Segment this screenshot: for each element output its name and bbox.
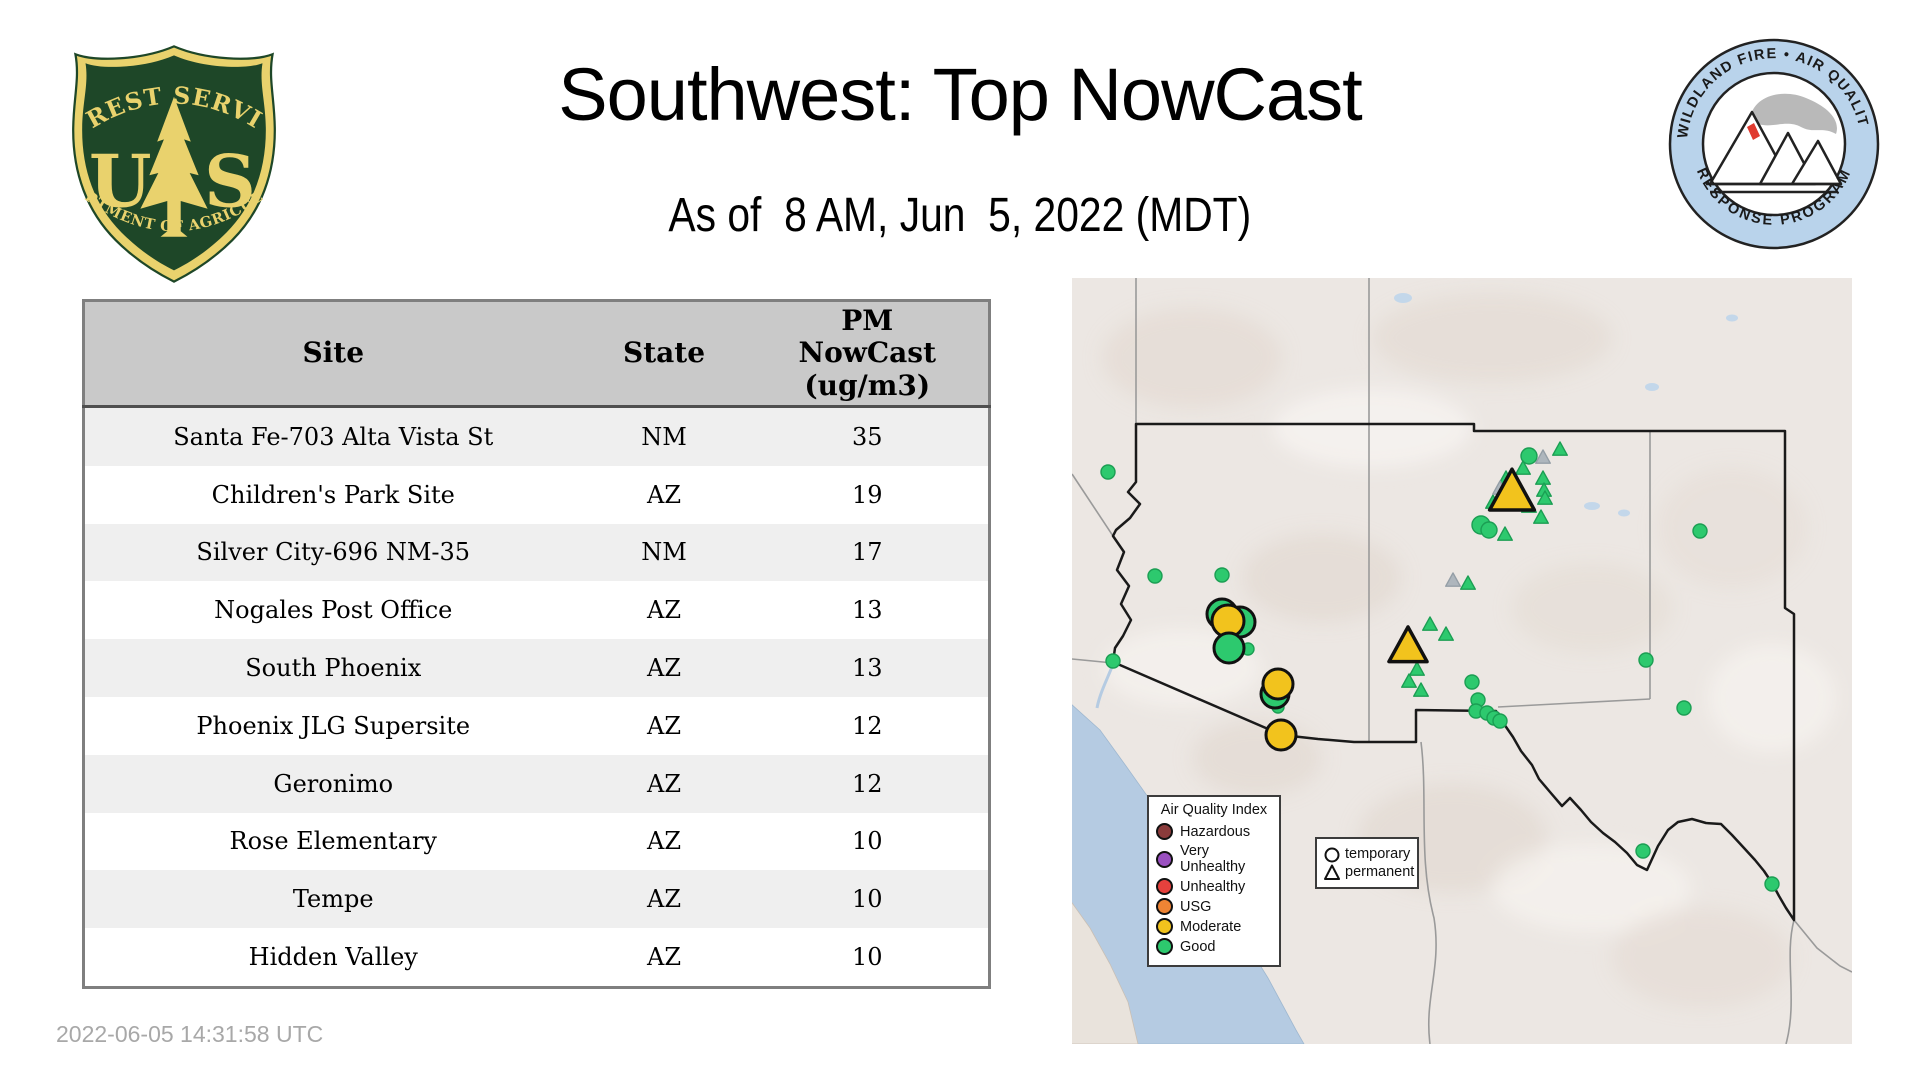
map-marker-triangle-good bbox=[1438, 626, 1454, 641]
map-marker-circle-good bbox=[1492, 713, 1508, 729]
legend-item: Moderate bbox=[1156, 918, 1272, 935]
map-marker-circle-good bbox=[1464, 674, 1480, 690]
table-body: Santa Fe-703 Alta Vista St NM 35 Children's… bbox=[83, 406, 990, 988]
aqi-color-dot bbox=[1156, 850, 1173, 868]
table-row: Geronimo AZ 12 bbox=[83, 754, 990, 813]
legend-item: Hazardous bbox=[1156, 823, 1272, 840]
map-markers bbox=[1100, 441, 1780, 892]
aqi-color-dot bbox=[1156, 898, 1173, 915]
temporary-permanent-legend: temporary permanent bbox=[1315, 837, 1419, 889]
lakes bbox=[1394, 293, 1738, 517]
map-marker-circle-moderate bbox=[1261, 667, 1295, 701]
page-subtitle: As of 8 AM, Jun 5, 2022 (MDT) bbox=[668, 189, 1252, 242]
legend-item: Good bbox=[1156, 938, 1272, 955]
map-marker-circle-good bbox=[1676, 700, 1692, 716]
table-row: Phoenix JLG Supersite AZ 12 bbox=[83, 696, 990, 755]
table-row: Tempe AZ 10 bbox=[83, 870, 990, 929]
table-row: Silver City-696 NM-35 NM 17 bbox=[83, 523, 990, 582]
legend-item: temporary bbox=[1323, 845, 1411, 863]
map-marker-circle-good bbox=[1100, 464, 1116, 480]
table-header-row: Site State PM NowCast (ug/m3) bbox=[83, 300, 990, 408]
air-quality-map: Air Quality Index Hazardous Very Unhealth… bbox=[1072, 278, 1852, 1044]
aqi-color-dot bbox=[1156, 823, 1173, 840]
map-marker-triangle-good bbox=[1537, 490, 1553, 505]
map-marker-circle-good bbox=[1764, 876, 1780, 892]
column-header-pm-nowcast: PM NowCast (ug/m3) bbox=[746, 300, 990, 408]
wfaqrp-logo: WILDLAND FIRE • AIR QUALITY RESPONSE PRO… bbox=[1664, 34, 1880, 250]
state-borders bbox=[1072, 278, 1852, 1044]
aqi-legend-title: Air Quality Index bbox=[1160, 802, 1268, 818]
map-marker-triangle-good bbox=[1413, 682, 1429, 697]
aqi-color-dot bbox=[1156, 918, 1173, 935]
usfs-logo: FOREST SERVICE DEPARTMENT OF AGRICULTURE… bbox=[62, 40, 276, 283]
map-marker-circle-good bbox=[1638, 652, 1654, 668]
column-header-site: Site bbox=[83, 300, 582, 408]
map-marker-triangle-good bbox=[1401, 673, 1417, 688]
map-marker-circle-good bbox=[1212, 631, 1246, 665]
aqi-color-dot bbox=[1156, 878, 1173, 895]
map-marker-triangle-inactive bbox=[1445, 572, 1461, 587]
pine-tree-icon bbox=[140, 96, 208, 237]
column-header-state: State bbox=[581, 300, 747, 408]
map-marker-triangle-moderate bbox=[1487, 467, 1537, 512]
render-timestamp: 2022-06-05 14:31:58 UTC bbox=[56, 1021, 324, 1047]
legend-item: USG bbox=[1156, 898, 1272, 915]
map-marker-circle-good bbox=[1105, 653, 1121, 669]
map-marker-triangle-good bbox=[1515, 460, 1531, 475]
map-marker-circle-good bbox=[1147, 568, 1163, 584]
map-marker-triangle-good bbox=[1409, 661, 1425, 676]
map-marker-triangle-good bbox=[1422, 616, 1438, 631]
usfs-letter-s: S bbox=[204, 140, 256, 224]
map-marker-triangle-good bbox=[1460, 575, 1476, 590]
table-row: Nogales Post Office AZ 13 bbox=[83, 581, 990, 640]
map-marker-circle-good bbox=[1635, 843, 1651, 859]
map-marker-triangle-good bbox=[1533, 509, 1549, 524]
legend-item: Unhealthy bbox=[1156, 878, 1272, 895]
map-marker-triangle-inactive bbox=[1535, 449, 1551, 464]
table-row: Children's Park Site AZ 19 bbox=[83, 465, 990, 524]
flame-icon bbox=[1747, 123, 1760, 140]
map-marker-triangle-good bbox=[1552, 441, 1568, 456]
page-title: Southwest: Top NowCast bbox=[558, 53, 1362, 136]
aqi-legend-items: Hazardous Very Unhealthy Unhealthy USG Moder… bbox=[1156, 823, 1272, 955]
aqi-color-dot bbox=[1156, 938, 1173, 955]
usfs-letter-u: U bbox=[89, 140, 152, 224]
baja-peninsula bbox=[1072, 902, 1139, 1044]
terrain-shading bbox=[1102, 293, 1837, 1008]
temporary-circle-icon bbox=[1323, 845, 1341, 863]
map-marker-circle-good bbox=[1214, 567, 1230, 583]
map-marker-circle-moderate bbox=[1264, 718, 1298, 752]
map-marker-circle-good bbox=[1520, 447, 1538, 465]
map-marker-circle-good bbox=[1692, 523, 1708, 539]
nowcast-table: Site State PM NowCast (ug/m3) Santa Fe-703… bbox=[82, 299, 991, 989]
legend-item: permanent bbox=[1323, 863, 1414, 881]
table-row: South Phoenix AZ 13 bbox=[83, 639, 990, 697]
map-marker-circle-good bbox=[1480, 521, 1498, 539]
map-marker-triangle-moderate bbox=[1387, 625, 1429, 664]
legend-item: Very Unhealthy bbox=[1156, 843, 1272, 875]
permanent-triangle-icon bbox=[1323, 863, 1341, 881]
aqi-legend: Air Quality Index Hazardous Very Unhealth… bbox=[1147, 795, 1281, 967]
table-row: Rose Elementary AZ 10 bbox=[83, 812, 990, 871]
table-row: Hidden Valley AZ 10 bbox=[83, 928, 990, 988]
smoke-icon bbox=[1750, 93, 1837, 134]
table-row: Santa Fe-703 Alta Vista St NM 35 bbox=[83, 406, 990, 466]
map-marker-triangle-good bbox=[1497, 526, 1513, 541]
basemap bbox=[1072, 278, 1852, 1044]
